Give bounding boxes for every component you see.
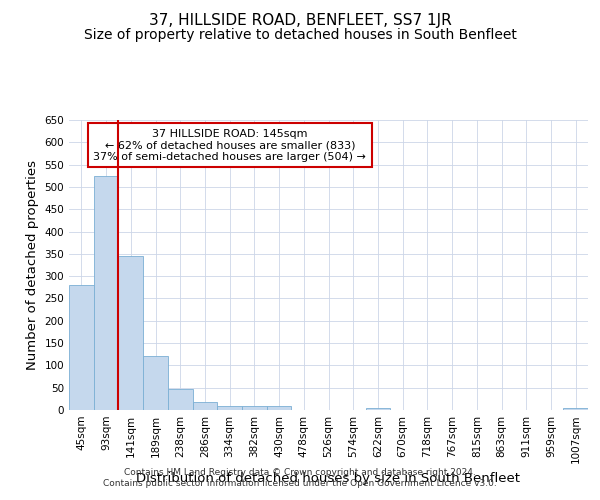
Bar: [563, 408, 588, 410]
Text: Size of property relative to detached houses in South Benfleet: Size of property relative to detached ho…: [83, 28, 517, 42]
Bar: [217, 406, 242, 410]
Bar: [193, 402, 217, 410]
Bar: [143, 356, 168, 410]
Text: 37 HILLSIDE ROAD: 145sqm
← 62% of detached houses are smaller (833)
37% of semi-: 37 HILLSIDE ROAD: 145sqm ← 62% of detach…: [94, 128, 367, 162]
Y-axis label: Number of detached properties: Number of detached properties: [26, 160, 39, 370]
Text: 37, HILLSIDE ROAD, BENFLEET, SS7 1JR: 37, HILLSIDE ROAD, BENFLEET, SS7 1JR: [149, 12, 451, 28]
Bar: [168, 388, 193, 410]
Bar: [242, 406, 267, 410]
Bar: [267, 406, 292, 410]
Bar: [365, 408, 390, 410]
Bar: [94, 176, 118, 410]
Bar: [118, 256, 143, 410]
X-axis label: Distribution of detached houses by size in South Benfleet: Distribution of detached houses by size …: [137, 472, 521, 484]
Bar: [69, 285, 94, 410]
Text: Contains HM Land Registry data © Crown copyright and database right 2024.
Contai: Contains HM Land Registry data © Crown c…: [103, 468, 497, 487]
